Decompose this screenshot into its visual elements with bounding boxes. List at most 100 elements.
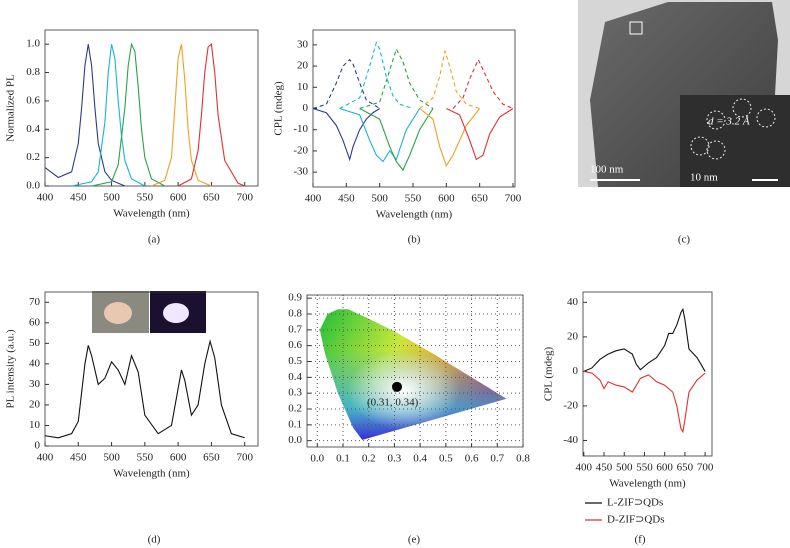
y-tick-label: 0.6	[26, 94, 40, 106]
x-axis-label: Wavelength (nm)	[609, 478, 686, 490]
data-line	[339, 41, 414, 110]
plot-frame	[44, 291, 259, 447]
panel-label: (d)	[148, 534, 161, 546]
data-line	[359, 108, 434, 172]
x-tick-label: 0.8	[516, 453, 530, 465]
data-line	[583, 307, 706, 372]
x-tick-label: 700	[697, 462, 714, 474]
x-tick-label: 550	[405, 193, 422, 205]
x-tick-label: 600	[438, 193, 455, 205]
data-line	[312, 58, 380, 110]
y-tick-label: 10	[297, 81, 309, 93]
x-tick-label: 0.0	[310, 453, 324, 465]
data-line	[44, 339, 245, 439]
plot-frame	[306, 294, 524, 448]
panel-label: (b)	[408, 234, 421, 246]
y-tick-label: 70	[29, 296, 41, 308]
y-tick-label: 0.8	[288, 308, 302, 320]
x-tick-label: 700	[236, 192, 253, 204]
x-tick-label: 0.3	[388, 453, 402, 465]
x-tick-label: 500	[616, 462, 633, 474]
inset-scale-bar-label: 10 nm	[690, 172, 718, 184]
x-tick-label: 600	[170, 452, 187, 464]
x-tick-label: 0.4	[413, 453, 427, 465]
data-line	[339, 107, 421, 163]
y-tick-label: 0.9	[288, 292, 302, 304]
x-tick-label: 0.2	[362, 453, 376, 465]
x-tick-label: 700	[236, 452, 253, 464]
y-tick-label: 1.0	[26, 38, 40, 50]
gamut	[319, 309, 507, 440]
x-tick-label: 400	[37, 452, 54, 464]
x-tick-label: 450	[70, 192, 87, 204]
x-tick-label: 550	[137, 452, 154, 464]
y-tick-label: 30	[297, 38, 309, 50]
scale-bar-label: 100 nm	[590, 164, 624, 176]
y-tick-label: 60	[29, 316, 41, 328]
y-tick-label: 40	[29, 357, 41, 369]
inset-photos	[92, 291, 206, 333]
data-line	[151, 44, 212, 187]
x-tick-label: 400	[576, 462, 593, 474]
data-line	[452, 58, 514, 110]
y-tick-label: 0.0	[288, 434, 302, 446]
y-tick-label: 0	[303, 102, 309, 114]
y-axis-label: PL intensity (a.u.)	[5, 329, 17, 408]
x-tick-label: 450	[596, 462, 613, 474]
x-axis-label: Wavelength (nm)	[113, 468, 190, 480]
data-line	[419, 49, 480, 110]
y-tick-label: 0.8	[26, 66, 40, 78]
data-line	[177, 43, 245, 187]
legend-label: L-ZIF⊃QDs	[607, 497, 663, 509]
y-tick-label: 10	[29, 419, 41, 431]
y-tick-label: 0.4	[26, 123, 40, 135]
y-tick-label: 0.2	[26, 151, 40, 163]
y-tick-label: -20	[293, 144, 308, 156]
data-line	[91, 42, 166, 187]
y-tick-label: -10	[293, 123, 308, 135]
x-tick-label: 650	[203, 192, 220, 204]
x-tick-label: 500	[103, 452, 120, 464]
y-tick-label: -40	[563, 434, 578, 446]
y-tick-label: 0.1	[288, 418, 302, 430]
x-tick-label: 400	[37, 192, 54, 204]
y-tick-label: 0	[573, 365, 579, 377]
x-tick-label: 450	[338, 193, 355, 205]
lattice-annotation: d = 3.2 Å	[708, 116, 750, 128]
x-tick-label: 550	[137, 192, 154, 204]
y-tick-label: 20	[297, 60, 309, 72]
x-tick-label: 550	[636, 462, 653, 474]
data-line	[359, 47, 434, 110]
y-tick-label: 20	[567, 330, 579, 342]
x-tick-label: 600	[656, 462, 673, 474]
x-tick-label: 650	[677, 462, 694, 474]
legend-label: D-ZIF⊃QDs	[607, 514, 665, 526]
x-tick-label: 600	[170, 192, 187, 204]
x-tick-label: 0.7	[490, 453, 504, 465]
plot-frame	[582, 291, 713, 457]
point-annotation: (0.31, 0.34)	[367, 396, 419, 408]
panel-label: (c)	[678, 234, 691, 246]
y-tick-label: 40	[567, 296, 579, 308]
y-axis-label: Normalized PL	[5, 74, 17, 142]
data-line	[71, 44, 146, 187]
panel-label: (f)	[635, 534, 646, 546]
x-tick-label: 700	[505, 193, 522, 205]
x-tick-label: 500	[371, 193, 388, 205]
y-tick-label: 0.7	[288, 323, 302, 335]
y-tick-label: 0.5	[288, 355, 302, 367]
data-line	[583, 370, 706, 434]
tem-image: 100 nm 10 nm d = 3.2 Å	[578, 0, 790, 187]
x-axis-label: Wavelength (nm)	[376, 209, 453, 221]
plot-frame	[312, 29, 516, 188]
data-line	[419, 108, 481, 168]
y-tick-label: 30	[29, 378, 41, 390]
y-tick-label: 50	[29, 337, 41, 349]
x-tick-label: 500	[103, 192, 120, 204]
x-axis-label: Wavelength (nm)	[113, 208, 190, 220]
y-axis-label: CPL (mdeg)	[543, 347, 555, 402]
y-tick-label: 0.3	[288, 387, 302, 399]
x-tick-label: 0.5	[439, 453, 453, 465]
chromaticity-point	[392, 381, 402, 392]
